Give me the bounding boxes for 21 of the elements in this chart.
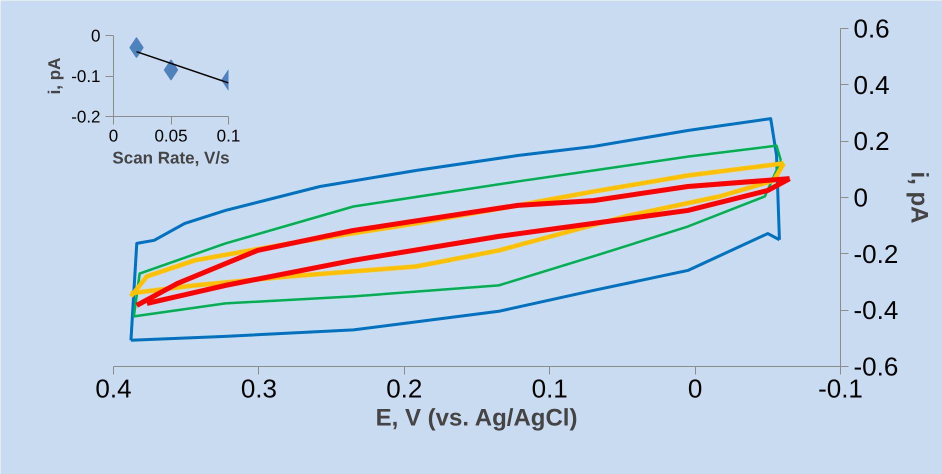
y-axis-title: i, pA bbox=[45, 58, 64, 94]
y-tick-label: -0.2 bbox=[71, 108, 101, 126]
x-tick-label: 0.3 bbox=[240, 374, 277, 404]
y-tick-label: -0.2 bbox=[854, 238, 898, 269]
x-tick-label: 0 bbox=[108, 126, 118, 146]
y-tick-label: 0 bbox=[91, 26, 101, 46]
x-axis-title: Scan Rate, V/s bbox=[112, 148, 230, 168]
x-axis-title: E, V (vs. Ag/AgCl) bbox=[376, 404, 578, 432]
x-tick-label: 0.1 bbox=[532, 374, 568, 404]
y-axis-title: i, pA bbox=[905, 172, 932, 224]
y-tick-label: 0 bbox=[854, 182, 868, 212]
y-tick-label: 0.4 bbox=[854, 70, 890, 100]
x-tick-label: 0 bbox=[688, 374, 702, 404]
x-tick-label: 0.2 bbox=[386, 374, 422, 404]
y-tick-label: 0.6 bbox=[854, 14, 890, 44]
x-tick-label: 0.05 bbox=[154, 126, 188, 146]
y-tick-label: -0.4 bbox=[854, 295, 898, 326]
x-tick-label: 0.1 bbox=[216, 126, 240, 146]
x-tick-label: -0.1 bbox=[818, 374, 863, 404]
y-tick-label: -0.1 bbox=[71, 67, 101, 86]
x-tick-label: 0.4 bbox=[95, 374, 132, 404]
